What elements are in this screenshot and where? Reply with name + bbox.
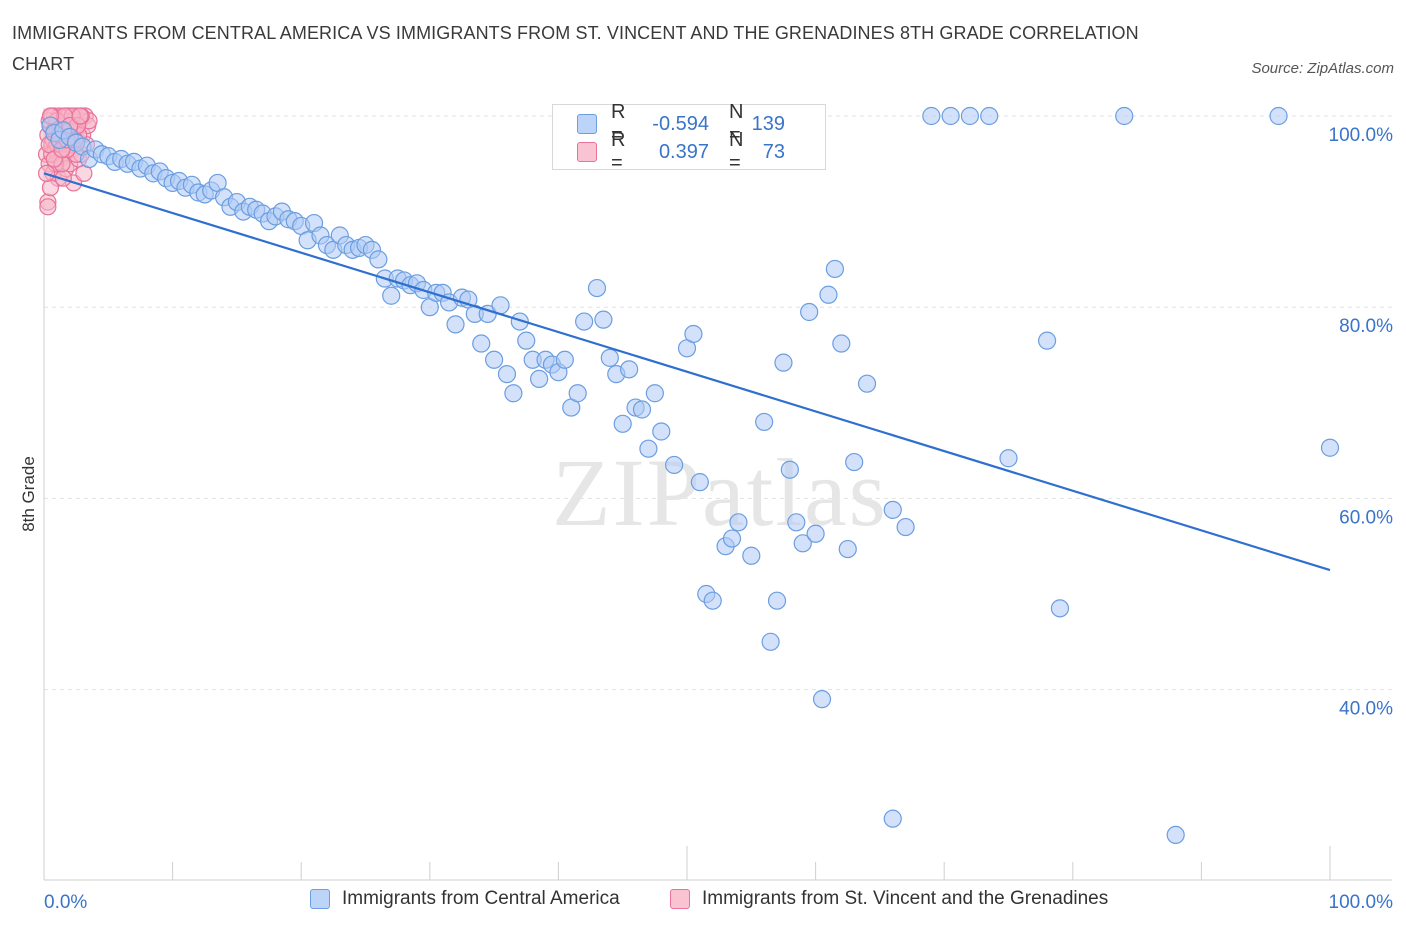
data-point-central-america bbox=[485, 350, 504, 369]
data-point-central-america bbox=[767, 591, 787, 610]
axes bbox=[43, 108, 1392, 881]
data-point-central-america bbox=[620, 360, 639, 379]
data-point-central-america bbox=[883, 809, 902, 828]
n-value: 139 bbox=[751, 112, 785, 135]
data-point-central-america bbox=[742, 546, 761, 565]
data-point-central-america bbox=[594, 310, 613, 329]
legend-row-st-vincent: R = 0.397 N = 73 bbox=[577, 129, 785, 174]
data-point-central-america bbox=[369, 250, 388, 269]
data-point-central-america bbox=[382, 286, 401, 305]
y-tick-label: 100.0% bbox=[1329, 125, 1394, 146]
data-point-central-america bbox=[504, 384, 523, 403]
data-point-central-america bbox=[639, 439, 658, 458]
data-point-central-america bbox=[729, 513, 748, 532]
data-point-central-america bbox=[703, 591, 722, 610]
r-value: 0.397 bbox=[658, 140, 709, 163]
data-point-central-america bbox=[575, 312, 594, 331]
data-point-central-america bbox=[530, 369, 549, 388]
data-point-central-america bbox=[780, 460, 799, 479]
blue-swatch bbox=[310, 889, 330, 909]
data-point-central-america bbox=[652, 422, 671, 441]
data-point-central-america bbox=[632, 400, 652, 419]
data-point-central-america bbox=[684, 324, 703, 344]
pink-swatch bbox=[577, 142, 597, 162]
data-point-central-america bbox=[825, 259, 844, 279]
data-point-central-america bbox=[845, 452, 864, 472]
data-point-central-america bbox=[883, 500, 902, 519]
chart-title: IMMIGRANTS FROM CENTRAL AMERICA VS IMMIG… bbox=[12, 23, 1139, 74]
trend-lines bbox=[43, 172, 1331, 572]
data-point-central-america bbox=[857, 374, 877, 393]
data-point-central-america bbox=[555, 350, 574, 369]
n-label: N = bbox=[729, 101, 744, 146]
trend-line-central-america bbox=[43, 172, 1331, 572]
data-point-central-america bbox=[497, 365, 517, 384]
data-point-central-america bbox=[800, 302, 819, 322]
data-point-central-america bbox=[568, 384, 587, 403]
data-point-central-america bbox=[819, 285, 838, 304]
legend-label: Immigrants from St. Vincent and the Gren… bbox=[702, 888, 1109, 909]
legend-item-central-america: Immigrants from Central America bbox=[310, 888, 620, 910]
data-point-central-america bbox=[980, 106, 999, 126]
data-point-central-america bbox=[446, 315, 465, 334]
legend-item-st-vincent: Immigrants from St. Vincent and the Gren… bbox=[670, 888, 1108, 910]
data-point-central-america bbox=[510, 312, 529, 331]
data-point-central-america bbox=[922, 106, 941, 126]
data-point-central-america bbox=[838, 539, 857, 559]
data-point-central-america bbox=[761, 632, 780, 651]
data-point-st-vincent bbox=[71, 107, 89, 125]
data-point-central-america bbox=[587, 278, 607, 298]
data-point-central-america bbox=[690, 473, 709, 492]
source-label: Source: ZipAtlas.com bbox=[1251, 60, 1394, 77]
data-point-central-america bbox=[472, 334, 491, 353]
data-point-central-america bbox=[1050, 599, 1070, 618]
data-point-central-america bbox=[1166, 825, 1185, 845]
data-point-central-america bbox=[722, 529, 742, 548]
legend-label: Immigrants from Central America bbox=[342, 888, 620, 909]
stats-legend: R = -0.594 N = 139 R = 0.397 N = 73 bbox=[552, 101, 826, 174]
data-point-st-vincent bbox=[39, 198, 57, 216]
data-point-central-america bbox=[755, 412, 774, 432]
data-point-central-america bbox=[774, 353, 793, 372]
r-value: -0.594 bbox=[652, 112, 709, 135]
y-tick-label: 80.0% bbox=[1339, 316, 1393, 337]
y-tick-label: 40.0% bbox=[1339, 699, 1393, 720]
data-point-central-america bbox=[999, 449, 1018, 468]
pink-swatch bbox=[670, 889, 690, 909]
data-point-central-america bbox=[1269, 106, 1288, 126]
r-label: R = bbox=[611, 101, 626, 146]
data-point-central-america bbox=[793, 534, 812, 553]
legend-row-central-america: R = -0.594 N = 139 bbox=[577, 101, 785, 146]
data-point-central-america bbox=[787, 513, 806, 532]
data-point-central-america bbox=[600, 348, 619, 367]
r-label: R = bbox=[611, 129, 626, 174]
data-point-central-america bbox=[665, 455, 684, 475]
data-point-central-america bbox=[1320, 438, 1340, 457]
data-point-central-america bbox=[812, 690, 832, 709]
data-point-central-america bbox=[517, 331, 536, 350]
watermark: ZIPatlas bbox=[552, 439, 888, 546]
data-point-central-america bbox=[896, 517, 915, 537]
data-point-central-america bbox=[960, 106, 980, 126]
data-point-central-america bbox=[806, 524, 825, 543]
data-point-central-america bbox=[1037, 331, 1057, 350]
blue-swatch bbox=[577, 114, 597, 134]
tick-labels: 100.0% 80.0% 60.0% 40.0% 0.0% 100.0% bbox=[44, 125, 1393, 913]
data-point-central-america bbox=[1115, 106, 1134, 126]
y-axis-label: 8th Grade bbox=[19, 456, 38, 532]
data-point-central-america bbox=[645, 384, 664, 403]
y-tick-label: 60.0% bbox=[1339, 507, 1393, 528]
x-tick-label: 100.0% bbox=[1329, 892, 1394, 913]
data-point-central-america bbox=[832, 334, 851, 353]
n-value: 73 bbox=[762, 140, 785, 163]
n-label: N = bbox=[729, 129, 744, 174]
data-point-central-america bbox=[613, 414, 632, 433]
x-tick-label: 0.0% bbox=[44, 892, 87, 913]
data-point-central-america bbox=[941, 106, 960, 126]
series-legend: Immigrants from Central America Immigran… bbox=[0, 888, 1406, 916]
